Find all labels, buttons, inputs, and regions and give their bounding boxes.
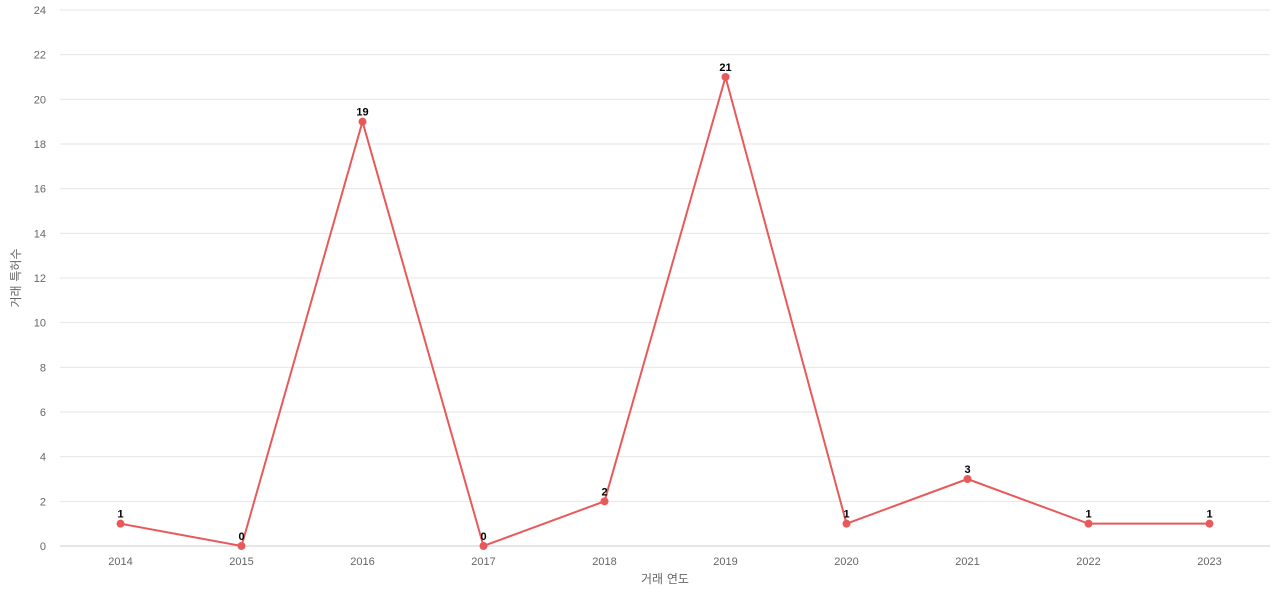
y-tick-label: 10 (34, 318, 46, 330)
data-label: 0 (238, 531, 244, 543)
data-point (600, 497, 609, 506)
data-label: 1 (117, 509, 123, 521)
data-label: 1 (1085, 509, 1091, 521)
x-axis-title: 거래 연도 (641, 572, 689, 586)
data-point (842, 519, 851, 528)
data-label: 1 (1206, 509, 1212, 521)
data-point (116, 519, 125, 528)
y-tick-label: 4 (40, 452, 46, 464)
x-tick-label: 2014 (108, 556, 132, 568)
x-axis-ticks: 2014 2015 2016 2017 2018 2019 2020 2021 2022 2023 (108, 556, 1221, 568)
data-point (237, 542, 246, 550)
x-tick-label: 2023 (1197, 556, 1221, 568)
data-points (116, 73, 1214, 550)
y-tick-label: 8 (40, 362, 46, 374)
data-label: 21 (719, 62, 731, 74)
x-tick-label: 2020 (834, 556, 858, 568)
data-point (358, 117, 367, 126)
data-label: 19 (356, 107, 368, 119)
y-tick-label: 12 (34, 273, 46, 285)
gridlines (60, 9, 1270, 502)
data-point (479, 542, 488, 550)
data-label: 1 (843, 509, 849, 521)
data-labels: 1 0 19 0 2 21 1 3 1 1 (117, 62, 1212, 543)
y-tick-label: 22 (34, 50, 46, 62)
y-tick-label: 0 (40, 541, 46, 553)
series-line (120, 73, 1210, 548)
data-label: 2 (601, 486, 607, 498)
data-point (1084, 519, 1093, 528)
y-tick-label: 18 (34, 139, 46, 151)
y-axis-title: 거래 특허수 (9, 248, 23, 307)
y-tick-label: 6 (40, 407, 46, 419)
y-tick-label: 24 (34, 5, 46, 17)
x-tick-label: 2017 (471, 556, 495, 568)
x-tick-label: 2015 (229, 556, 253, 568)
x-tick-label: 2022 (1076, 556, 1100, 568)
y-tick-label: 20 (34, 94, 46, 106)
y-tick-label: 2 (40, 496, 46, 508)
data-point (1205, 519, 1214, 528)
data-label: 3 (964, 464, 970, 476)
x-tick-label: 2021 (955, 556, 979, 568)
data-point (963, 475, 972, 483)
x-tick-label: 2016 (350, 556, 374, 568)
y-tick-label: 16 (34, 184, 46, 196)
y-tick-label: 14 (34, 228, 46, 240)
data-label: 0 (480, 531, 486, 543)
x-tick-label: 2019 (713, 556, 737, 568)
data-point (721, 73, 730, 81)
x-tick-label: 2018 (592, 556, 616, 568)
